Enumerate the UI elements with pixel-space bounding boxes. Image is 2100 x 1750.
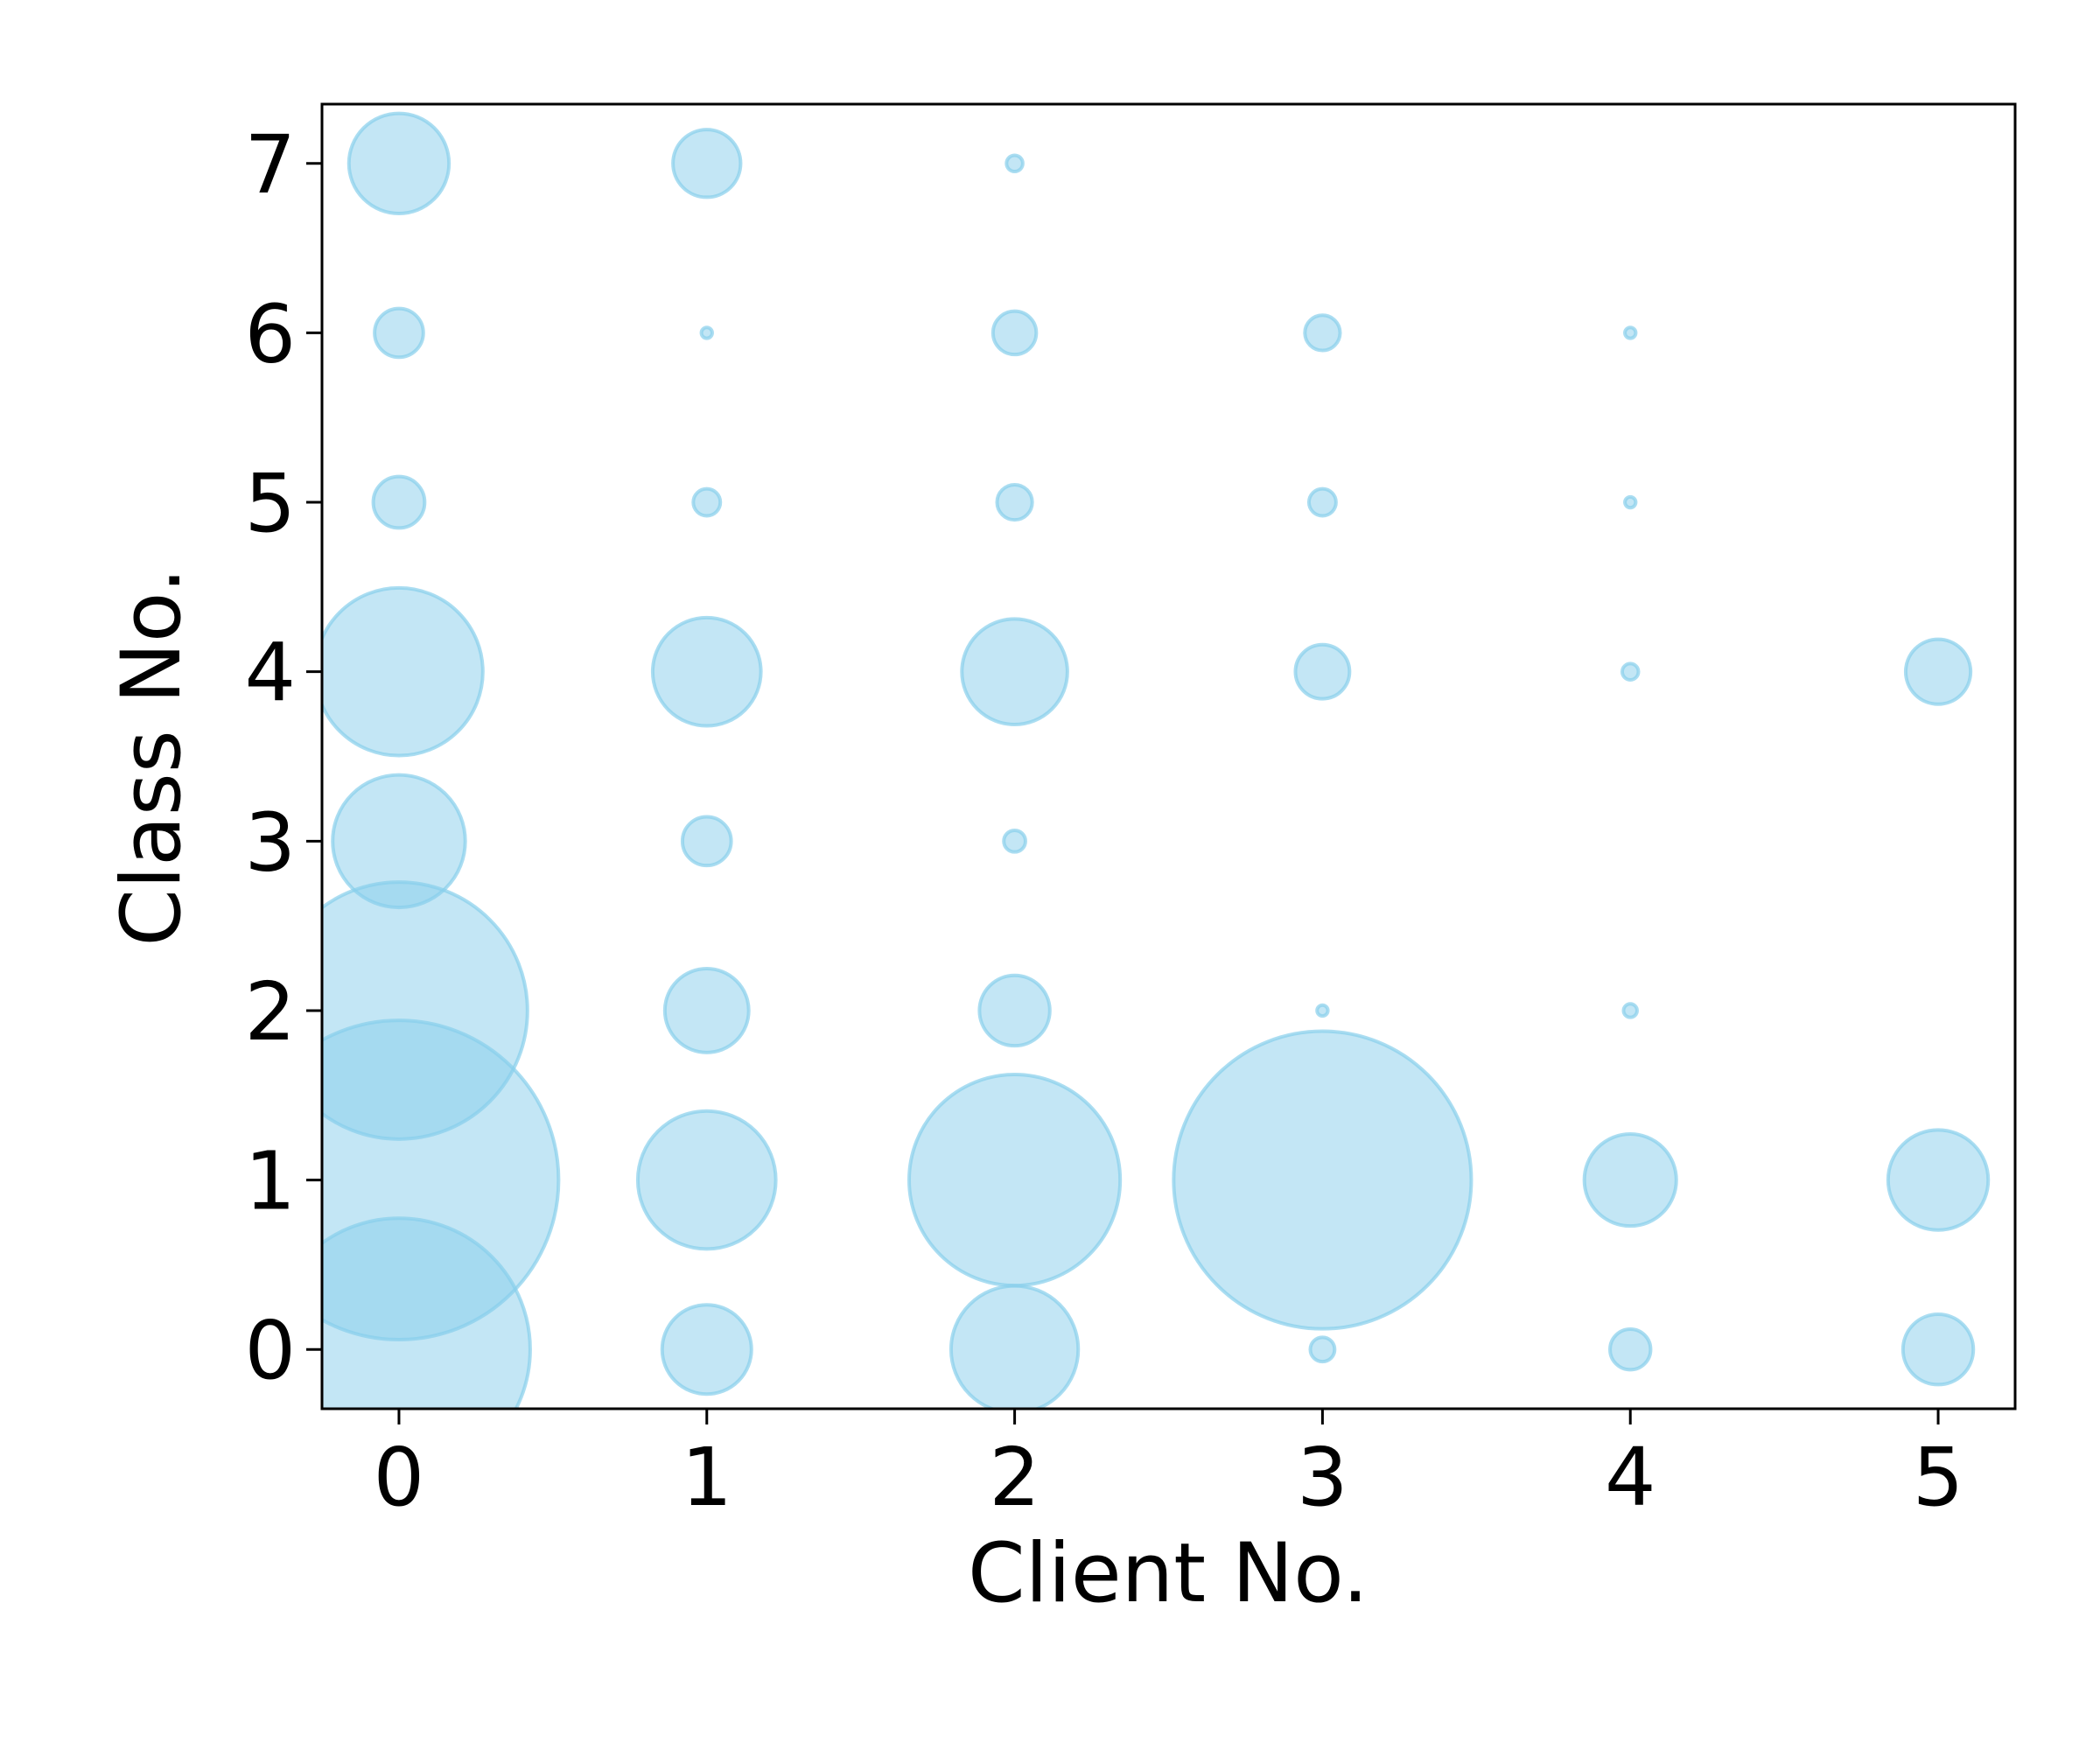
bubble [960, 617, 1069, 726]
y-tick-label: 5 [244, 457, 296, 550]
bubble [322, 1216, 532, 1409]
bubble [691, 486, 723, 518]
x-tick-label: 3 [1297, 1431, 1348, 1524]
plot-frame [320, 102, 2017, 1410]
bubble [1623, 494, 1638, 510]
bubble [371, 474, 427, 530]
bubble [660, 1303, 753, 1396]
y-tick-label: 4 [244, 626, 296, 720]
x-tick-label: 5 [1913, 1431, 1964, 1524]
bubble [699, 326, 714, 340]
bubble [1293, 642, 1352, 701]
bubble [1886, 1128, 1991, 1232]
bubble [948, 1284, 1081, 1409]
y-tick-label: 3 [244, 795, 296, 889]
plot-points [322, 111, 1991, 1409]
bubble [1315, 1003, 1330, 1018]
bubble [1308, 1335, 1337, 1364]
bubble [990, 309, 1039, 357]
bubble [373, 306, 425, 360]
bubble [635, 1109, 778, 1251]
bubble [662, 967, 751, 1054]
y-tick-label: 7 [244, 118, 296, 212]
y-tick-label: 1 [244, 1135, 296, 1228]
x-tick-label: 2 [989, 1431, 1040, 1524]
bubble [1172, 1029, 1474, 1331]
bubble [1303, 313, 1342, 353]
x-axis-label: Client No. [968, 1526, 1368, 1621]
bubble [322, 585, 485, 758]
x-tick-label: 1 [681, 1431, 732, 1524]
bubble [650, 615, 763, 728]
y-tick-label: 2 [244, 965, 296, 1059]
bubble [1620, 662, 1641, 682]
bubble [1004, 153, 1025, 174]
y-tick-label: 6 [244, 287, 296, 381]
bubble [1903, 637, 1973, 706]
bubble [995, 482, 1034, 522]
bubble [671, 128, 743, 200]
bubble [1306, 486, 1338, 518]
y-tick-label: 0 [244, 1304, 296, 1397]
bubble [1002, 828, 1027, 854]
x-tick-label: 0 [374, 1431, 425, 1524]
bubble [1621, 1002, 1639, 1019]
bubble [680, 815, 733, 868]
y-axis-label: Class No. [104, 567, 200, 946]
bubble [1623, 326, 1638, 340]
bubble [1608, 1327, 1653, 1372]
bubble [977, 973, 1052, 1048]
bubble [907, 1073, 1123, 1288]
bubble [1900, 1312, 1976, 1387]
x-tick-label: 4 [1605, 1431, 1656, 1524]
bubble [346, 111, 452, 215]
bubble [1582, 1132, 1678, 1228]
